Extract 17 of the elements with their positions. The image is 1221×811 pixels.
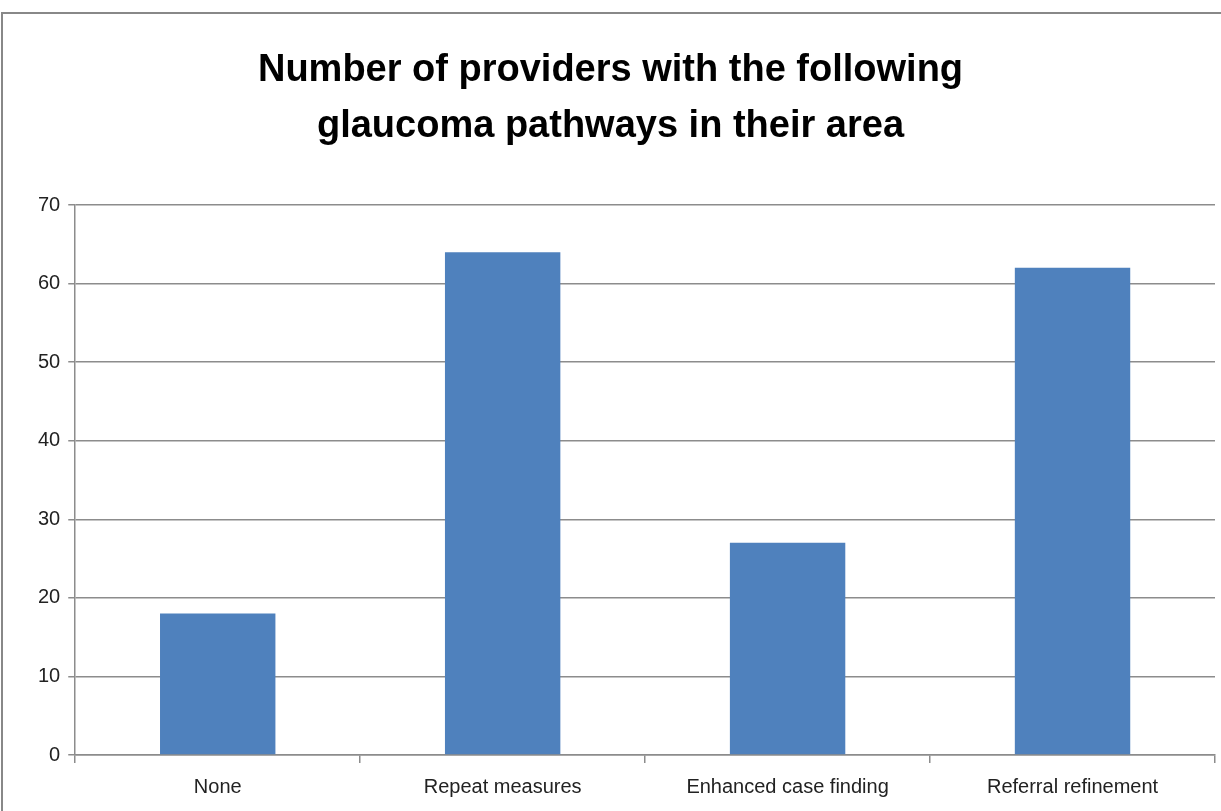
y-tick-label: 40 — [38, 428, 61, 451]
x-tick-label: None — [193, 774, 242, 797]
x-tick-label: Referral refinement — [986, 774, 1159, 797]
y-tick-label: 0 — [49, 742, 61, 765]
y-tick-label: 60 — [38, 271, 61, 294]
y-tick-label: 70 — [38, 192, 61, 215]
y-tick-label: 20 — [38, 585, 61, 608]
x-tick-label: Repeat measures — [423, 774, 582, 797]
bar — [160, 613, 276, 755]
y-tick-label: 50 — [38, 349, 61, 372]
y-tick-label: 30 — [38, 506, 61, 529]
x-tick-label: Enhanced case finding — [686, 774, 889, 797]
y-tick-label: 10 — [38, 663, 61, 686]
bar — [729, 542, 846, 755]
bar — [444, 252, 561, 755]
bar — [1014, 267, 1131, 755]
chart-title: Number of providers with the following glaucoma pathways in their area — [256, 46, 965, 147]
